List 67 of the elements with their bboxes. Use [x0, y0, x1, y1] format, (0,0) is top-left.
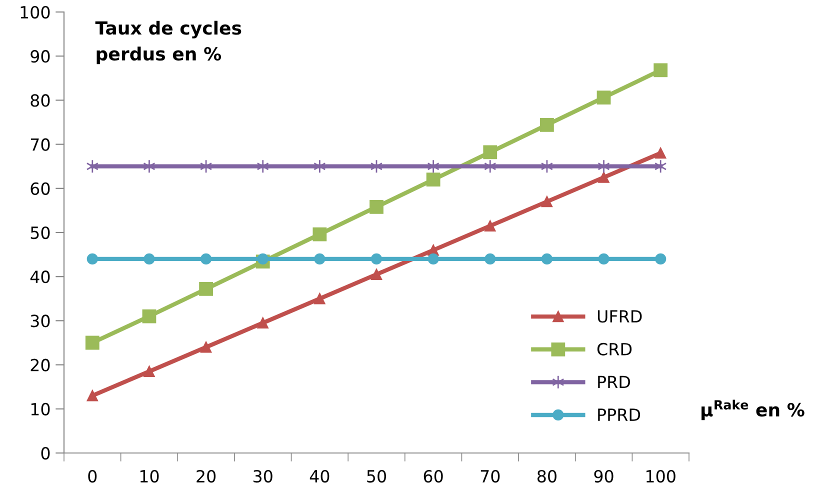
point [142, 309, 156, 324]
point [200, 342, 212, 353]
y-tick-label: 40 [30, 270, 50, 284]
point [370, 268, 382, 280]
point [484, 253, 496, 265]
point [654, 159, 667, 174]
y-tick-label: 10 [31, 402, 50, 416]
point [598, 172, 610, 183]
y-tick-label: 50 [30, 226, 50, 240]
y-tick-label: 30 [30, 314, 50, 328]
point [143, 159, 156, 174]
point [257, 317, 268, 328]
point [370, 200, 384, 214]
point [314, 253, 326, 265]
point [596, 90, 611, 104]
y-tick-label: 70 [30, 138, 50, 151]
point [314, 159, 326, 174]
x-tick-label: 80 [537, 470, 556, 483]
point [484, 220, 496, 232]
legend-label: PRD [598, 376, 630, 388]
point [541, 196, 553, 208]
y-tick-label: 20 [30, 358, 50, 372]
y-tick-label: 90 [30, 50, 50, 63]
x-tick-label: 50 [367, 470, 386, 483]
x-tick-label: 60 [424, 470, 443, 483]
x-tick-label: 10 [140, 470, 159, 483]
legend-label: CRD [597, 342, 632, 356]
x-axis-title: μ$^{Rake}$ en % [702, 400, 804, 420]
y-tick-label: 100 [20, 6, 50, 19]
y-tick-label: 0 [41, 446, 50, 460]
point [370, 253, 382, 265]
point [257, 253, 268, 265]
point [312, 227, 327, 242]
point [427, 159, 440, 174]
point [484, 159, 496, 174]
point [86, 390, 98, 402]
point [428, 253, 439, 265]
x-tick-label: 20 [196, 470, 216, 483]
point [426, 172, 440, 187]
point [144, 366, 155, 377]
point [85, 336, 100, 350]
point [655, 148, 666, 159]
point [540, 118, 554, 132]
x-tick-label: 0 [88, 470, 97, 483]
point [541, 253, 553, 265]
point [654, 63, 668, 78]
legend-label: UFRD [598, 310, 642, 323]
point [86, 253, 98, 265]
point [655, 253, 666, 265]
point [314, 293, 326, 304]
point [86, 159, 99, 174]
point [483, 145, 498, 160]
y-tick-label: 60 [30, 182, 50, 195]
point [256, 159, 269, 174]
point [598, 159, 610, 174]
y-tick-label: 80 [30, 94, 50, 107]
y-axis-title: Taux de cycles perdus en % [95, 20, 242, 64]
point [199, 282, 213, 296]
x-tick-label: 90 [594, 470, 614, 483]
x-tick-label: 70 [480, 470, 500, 483]
point [200, 253, 212, 265]
x-tick-label: 40 [310, 470, 330, 483]
legend-label: PPRD [598, 408, 640, 421]
x-tick-label: 100 [646, 470, 676, 483]
point [598, 253, 610, 265]
x-tick-label: 30 [254, 470, 272, 483]
point [144, 253, 155, 265]
